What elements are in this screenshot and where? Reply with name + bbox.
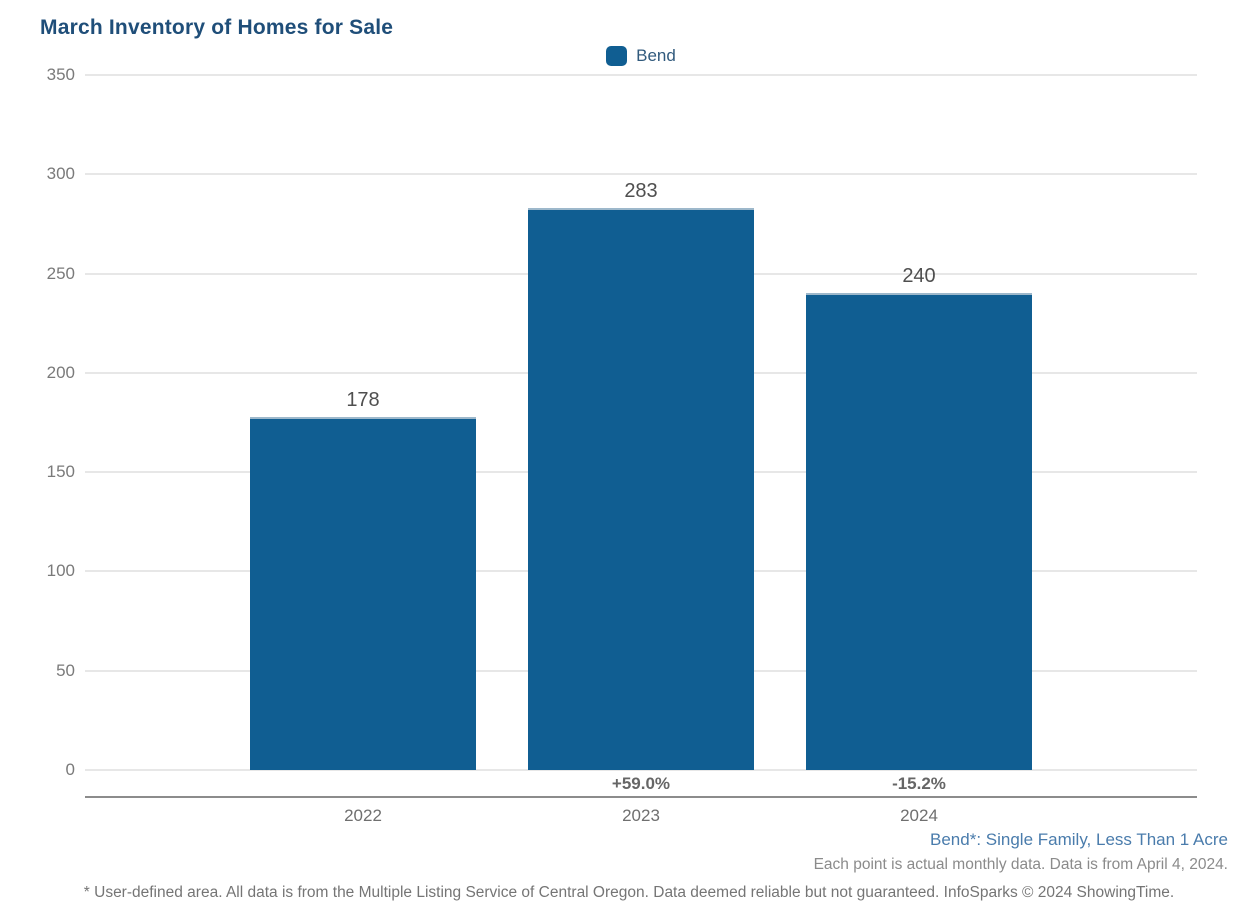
pct-change-2024: -15.2% <box>892 774 946 793</box>
bar-2024[interactable] <box>806 293 1032 770</box>
y-tick-label-250: 250 <box>46 263 75 283</box>
y-tick-label-50: 50 <box>56 660 75 680</box>
y-tick-label-200: 200 <box>46 362 75 382</box>
y-tick-label-150: 150 <box>46 462 75 482</box>
legend[interactable]: Bend <box>85 46 1197 66</box>
x-tick-label-2022: 2022 <box>344 806 382 825</box>
bar-2023[interactable] <box>528 208 754 770</box>
bar-2022[interactable] <box>250 416 476 770</box>
pct-change-2023: +59.0% <box>611 774 671 793</box>
chart-title: March Inventory of Homes for Sale <box>40 16 394 39</box>
gridline-0 <box>85 769 1197 771</box>
gridline-350 <box>85 74 1197 76</box>
gridline-300 <box>85 173 1197 176</box>
x-tick-label-2024: 2024 <box>900 806 938 825</box>
footnote-disclaimer: * User-defined area. All data is from th… <box>83 884 1175 901</box>
y-tick-label-0: 0 <box>65 760 75 779</box>
x-axis-line <box>85 796 1197 798</box>
legend-label-bend: Bend <box>636 46 676 65</box>
y-tick-label-300: 300 <box>46 164 75 184</box>
bar-value-2022: 178 <box>346 388 380 411</box>
legend-swatch-bend <box>606 46 628 66</box>
bar-value-2023: 283 <box>624 180 658 203</box>
y-tick-label-100: 100 <box>46 561 75 581</box>
y-tick-label-350: 350 <box>46 65 75 84</box>
plot-area: 178 283 240 <box>85 74 1197 771</box>
bar-value-2024: 240 <box>902 265 936 288</box>
footnote-data-note: Each point is actual monthly data. Data … <box>813 856 1228 873</box>
x-tick-label-2023: 2023 <box>622 806 660 825</box>
footnote-series-definition: Bend*: Single Family, Less Than 1 Acre <box>930 830 1228 849</box>
